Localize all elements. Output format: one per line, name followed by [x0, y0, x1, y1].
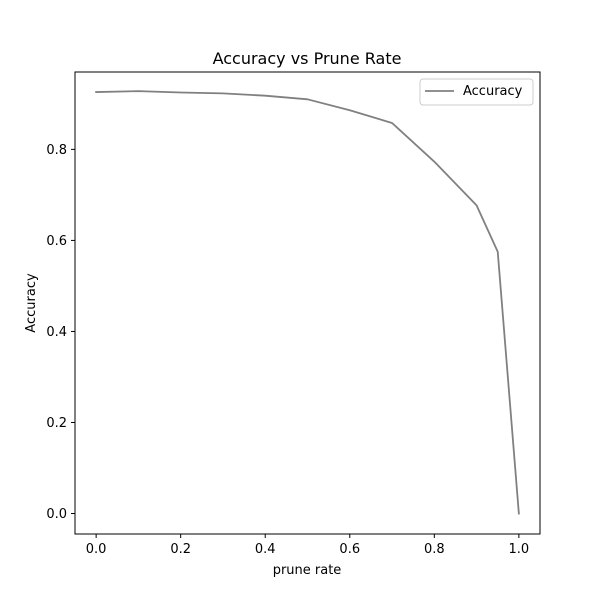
legend: Accuracy: [419, 78, 534, 106]
y-axis-label: Accuracy: [24, 273, 39, 333]
chart-title: Accuracy vs Prune Rate: [213, 49, 402, 68]
y-tick-label: 0.2: [46, 416, 67, 431]
legend-label: Accuracy: [463, 84, 523, 99]
y-tick-label: 0.6: [46, 234, 67, 249]
x-tick-label: 0.4: [255, 542, 276, 557]
y-tick-label: 0.8: [46, 143, 67, 158]
x-tick-label: 0.0: [86, 542, 107, 557]
plot-lines: [95, 90, 520, 515]
y-tick-label: 0.0: [46, 507, 67, 522]
x-tick-label: 0.8: [424, 542, 445, 557]
plot-frame: [74, 71, 541, 535]
series-line-accuracy: [95, 90, 520, 515]
y-tick-label: 0.4: [46, 325, 67, 340]
x-tick-label: 0.6: [339, 542, 360, 557]
x-axis-label: prune rate: [273, 563, 342, 578]
y-axis-ticks: 0.0 0.2 0.4 0.6 0.8: [46, 143, 75, 522]
x-tick-label: 0.2: [170, 542, 191, 557]
x-tick-label: 1.0: [509, 542, 530, 557]
legend-box: [419, 78, 534, 106]
x-axis-ticks: 0.0 0.2 0.4 0.6 0.8 1.0: [86, 534, 529, 557]
